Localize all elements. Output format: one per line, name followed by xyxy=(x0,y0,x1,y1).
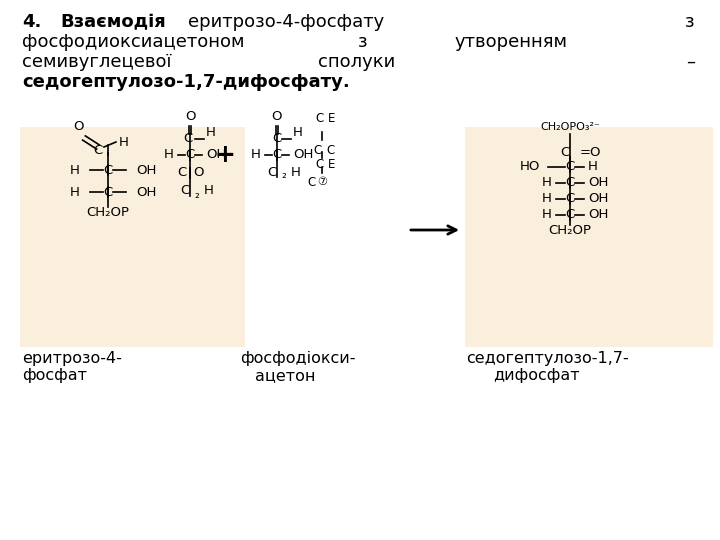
Text: ацетон: ацетон xyxy=(255,368,315,383)
Text: C: C xyxy=(272,148,282,161)
Text: 4.: 4. xyxy=(22,13,41,31)
Text: фосфат: фосфат xyxy=(22,368,87,383)
Text: H: H xyxy=(291,165,301,179)
Bar xyxy=(20,127,245,347)
Text: Взаємодія: Взаємодія xyxy=(60,13,166,31)
Text: O: O xyxy=(271,110,282,123)
Text: C: C xyxy=(267,165,276,179)
Text: C: C xyxy=(316,159,324,172)
Text: сполуки: сполуки xyxy=(318,53,395,71)
Text: H: H xyxy=(204,185,214,198)
Text: C: C xyxy=(326,144,334,157)
Text: +: + xyxy=(215,143,235,167)
Text: OH: OH xyxy=(588,192,608,206)
Text: H: H xyxy=(70,186,80,199)
Text: H: H xyxy=(293,126,303,139)
Text: H: H xyxy=(164,148,174,161)
Text: седогептулозо-1,7-дифосфату.: седогептулозо-1,7-дифосфату. xyxy=(22,73,350,91)
Text: C: C xyxy=(560,145,570,159)
Text: фосфодиоксиацетоном: фосфодиоксиацетоном xyxy=(22,33,245,51)
Text: H: H xyxy=(206,126,216,139)
Text: H: H xyxy=(542,192,552,206)
Text: C: C xyxy=(565,160,575,173)
Text: C: C xyxy=(565,208,575,221)
Text: семивуглецевої: семивуглецевої xyxy=(22,53,171,71)
Text: еритрозо-4-фосфату: еритрозо-4-фосфату xyxy=(188,13,384,31)
Bar xyxy=(465,127,713,347)
Text: C: C xyxy=(272,132,282,145)
Text: C: C xyxy=(308,176,316,188)
Text: C: C xyxy=(314,144,322,157)
Text: OH: OH xyxy=(588,177,608,190)
Text: C: C xyxy=(94,144,103,157)
Text: OH: OH xyxy=(136,164,156,177)
Text: H: H xyxy=(542,177,552,190)
Text: C: C xyxy=(565,192,575,206)
Text: H: H xyxy=(119,136,129,148)
Text: фосфодіокси-: фосфодіокси- xyxy=(240,351,356,366)
Text: E: E xyxy=(328,112,336,125)
Text: C: C xyxy=(104,186,112,199)
Text: ₂: ₂ xyxy=(281,168,286,181)
Text: CH₂OP: CH₂OP xyxy=(86,206,130,219)
Text: –: – xyxy=(686,53,695,71)
Text: O: O xyxy=(185,110,195,123)
Text: еритрозо-4-: еритрозо-4- xyxy=(22,351,122,366)
Text: ₂: ₂ xyxy=(194,187,199,200)
Text: OH: OH xyxy=(293,148,313,161)
Text: з: з xyxy=(358,33,368,51)
Text: O: O xyxy=(73,120,84,133)
Text: утворенням: утворенням xyxy=(455,33,568,51)
Text: O: O xyxy=(193,166,203,179)
Text: дифосфат: дифосфат xyxy=(493,368,580,383)
Text: OH: OH xyxy=(588,208,608,221)
Text: C: C xyxy=(565,177,575,190)
Text: C: C xyxy=(181,185,189,198)
Text: C: C xyxy=(316,112,324,125)
Text: H: H xyxy=(588,160,598,173)
Text: OH: OH xyxy=(206,148,226,161)
Text: HO: HO xyxy=(520,160,540,173)
Text: =O: =O xyxy=(580,145,601,159)
Text: ⑦: ⑦ xyxy=(317,177,327,187)
Text: H: H xyxy=(70,164,80,177)
Text: з: з xyxy=(685,13,695,31)
Text: E: E xyxy=(328,159,336,172)
Text: H: H xyxy=(251,148,261,161)
Text: седогептулозо-1,7-: седогептулозо-1,7- xyxy=(466,351,629,366)
Text: CH₂OPO₃²⁻: CH₂OPO₃²⁻ xyxy=(540,122,600,132)
Text: C: C xyxy=(104,164,112,177)
Text: OH: OH xyxy=(136,186,156,199)
Text: CH₂OP: CH₂OP xyxy=(549,225,592,238)
Text: C: C xyxy=(177,166,186,179)
Text: H: H xyxy=(542,208,552,221)
Text: C: C xyxy=(184,132,193,145)
Text: C: C xyxy=(185,148,194,161)
